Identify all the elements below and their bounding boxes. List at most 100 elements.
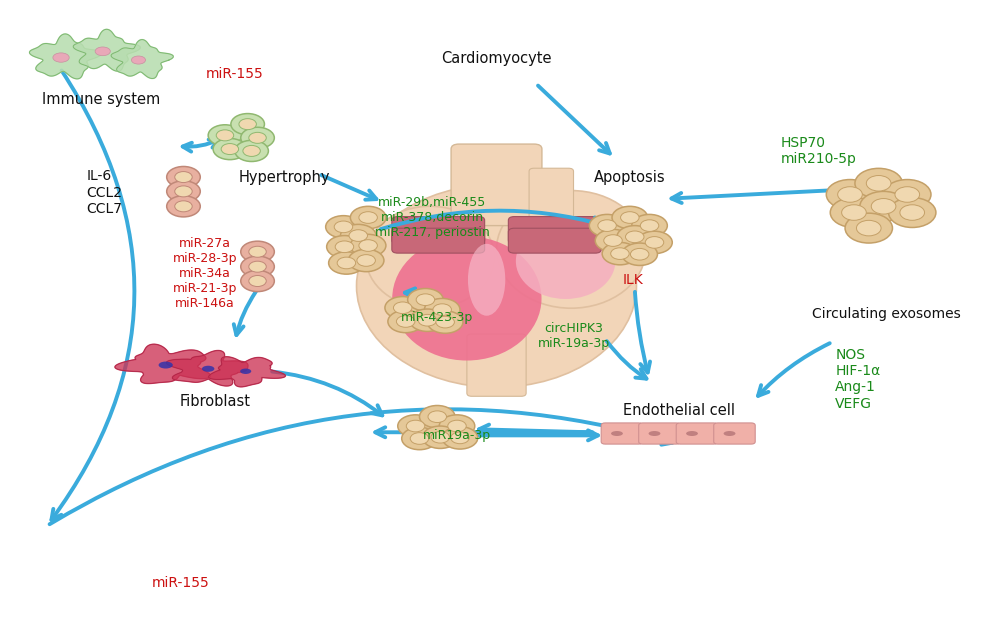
Circle shape bbox=[602, 242, 638, 265]
Polygon shape bbox=[111, 40, 174, 78]
Circle shape bbox=[436, 317, 455, 328]
Circle shape bbox=[175, 201, 193, 212]
Ellipse shape bbox=[392, 236, 541, 360]
Polygon shape bbox=[30, 34, 101, 79]
Text: miR-423-3p: miR-423-3p bbox=[401, 311, 474, 323]
Circle shape bbox=[408, 288, 443, 311]
Circle shape bbox=[448, 420, 467, 432]
Circle shape bbox=[433, 304, 452, 315]
Circle shape bbox=[167, 196, 201, 217]
Circle shape bbox=[167, 181, 201, 202]
Circle shape bbox=[640, 220, 658, 232]
Text: NOS
HIF-1α
Ang-1
VEFG: NOS HIF-1α Ang-1 VEFG bbox=[835, 348, 881, 411]
Circle shape bbox=[358, 240, 377, 251]
Circle shape bbox=[612, 207, 647, 229]
Ellipse shape bbox=[202, 365, 214, 372]
Circle shape bbox=[866, 175, 891, 191]
Ellipse shape bbox=[468, 244, 505, 316]
Text: Fibroblast: Fibroblast bbox=[180, 394, 250, 409]
Ellipse shape bbox=[648, 431, 660, 436]
FancyBboxPatch shape bbox=[508, 228, 601, 253]
Circle shape bbox=[419, 406, 455, 428]
FancyBboxPatch shape bbox=[508, 217, 601, 244]
Circle shape bbox=[442, 426, 478, 449]
Text: miR-27a
miR-28-3p
miR-34a
miR-21-3p
miR-146a: miR-27a miR-28-3p miR-34a miR-21-3p miR-… bbox=[173, 237, 237, 310]
Text: circHIPK3
miR-19a-3p: circHIPK3 miR-19a-3p bbox=[537, 322, 610, 350]
Circle shape bbox=[249, 276, 266, 286]
Circle shape bbox=[626, 231, 644, 242]
Text: Apoptosis: Apoptosis bbox=[594, 170, 665, 185]
Circle shape bbox=[402, 427, 437, 450]
Circle shape bbox=[842, 205, 866, 220]
Polygon shape bbox=[209, 357, 285, 387]
Circle shape bbox=[240, 127, 274, 148]
Circle shape bbox=[327, 236, 362, 258]
Circle shape bbox=[338, 257, 355, 269]
Circle shape bbox=[589, 214, 625, 237]
Circle shape bbox=[249, 261, 266, 272]
Circle shape bbox=[621, 212, 639, 224]
Circle shape bbox=[427, 311, 463, 333]
Circle shape bbox=[240, 271, 274, 291]
Circle shape bbox=[900, 205, 924, 220]
Circle shape bbox=[349, 249, 384, 272]
Circle shape bbox=[838, 187, 862, 202]
Circle shape bbox=[396, 316, 415, 327]
Circle shape bbox=[243, 146, 260, 156]
Circle shape bbox=[249, 133, 266, 143]
Ellipse shape bbox=[611, 431, 623, 436]
FancyBboxPatch shape bbox=[676, 423, 718, 444]
Circle shape bbox=[451, 432, 470, 444]
Circle shape bbox=[418, 315, 437, 326]
Circle shape bbox=[234, 140, 268, 161]
Text: miR-29b,miR-455
miR-378,decorin
miR-217, periostin: miR-29b,miR-455 miR-378,decorin miR-217,… bbox=[375, 196, 490, 239]
Circle shape bbox=[598, 220, 617, 232]
Circle shape bbox=[209, 125, 241, 146]
Text: Hypertrophy: Hypertrophy bbox=[238, 170, 330, 185]
Circle shape bbox=[175, 171, 193, 183]
Circle shape bbox=[335, 221, 353, 233]
Text: Endothelial cell: Endothelial cell bbox=[624, 403, 735, 418]
Circle shape bbox=[871, 198, 896, 214]
Circle shape bbox=[385, 296, 420, 319]
Text: IL-6
CCL2
CCL7: IL-6 CCL2 CCL7 bbox=[86, 170, 123, 216]
Circle shape bbox=[326, 215, 361, 238]
Text: Immune system: Immune system bbox=[43, 92, 161, 107]
Circle shape bbox=[622, 243, 657, 266]
Circle shape bbox=[617, 225, 652, 248]
Text: Circulating exosomes: Circulating exosomes bbox=[812, 307, 961, 321]
Circle shape bbox=[604, 235, 623, 246]
Circle shape bbox=[410, 433, 429, 445]
Text: Cardiomyocyte: Cardiomyocyte bbox=[441, 51, 552, 67]
Circle shape bbox=[855, 168, 903, 198]
Circle shape bbox=[632, 214, 667, 237]
Circle shape bbox=[329, 252, 364, 274]
Circle shape bbox=[175, 186, 193, 197]
Circle shape bbox=[167, 166, 201, 188]
Polygon shape bbox=[73, 30, 140, 71]
Circle shape bbox=[393, 302, 412, 313]
Circle shape bbox=[351, 234, 386, 257]
Circle shape bbox=[631, 249, 648, 260]
Circle shape bbox=[221, 144, 238, 154]
Circle shape bbox=[240, 256, 274, 278]
Circle shape bbox=[422, 426, 458, 448]
FancyBboxPatch shape bbox=[638, 423, 680, 444]
Circle shape bbox=[645, 237, 663, 248]
Circle shape bbox=[216, 130, 233, 141]
Ellipse shape bbox=[53, 53, 70, 62]
Circle shape bbox=[336, 241, 354, 252]
Ellipse shape bbox=[496, 190, 645, 308]
Text: miR-155: miR-155 bbox=[152, 576, 210, 590]
Circle shape bbox=[856, 220, 881, 236]
Circle shape bbox=[240, 241, 274, 263]
Circle shape bbox=[595, 229, 631, 252]
Circle shape bbox=[349, 230, 367, 241]
Circle shape bbox=[428, 411, 447, 423]
Circle shape bbox=[895, 187, 920, 202]
Ellipse shape bbox=[356, 185, 637, 387]
Ellipse shape bbox=[240, 369, 251, 374]
Circle shape bbox=[416, 294, 435, 305]
Circle shape bbox=[845, 213, 893, 243]
Text: HSP70
miR210-5p: HSP70 miR210-5p bbox=[780, 136, 857, 166]
